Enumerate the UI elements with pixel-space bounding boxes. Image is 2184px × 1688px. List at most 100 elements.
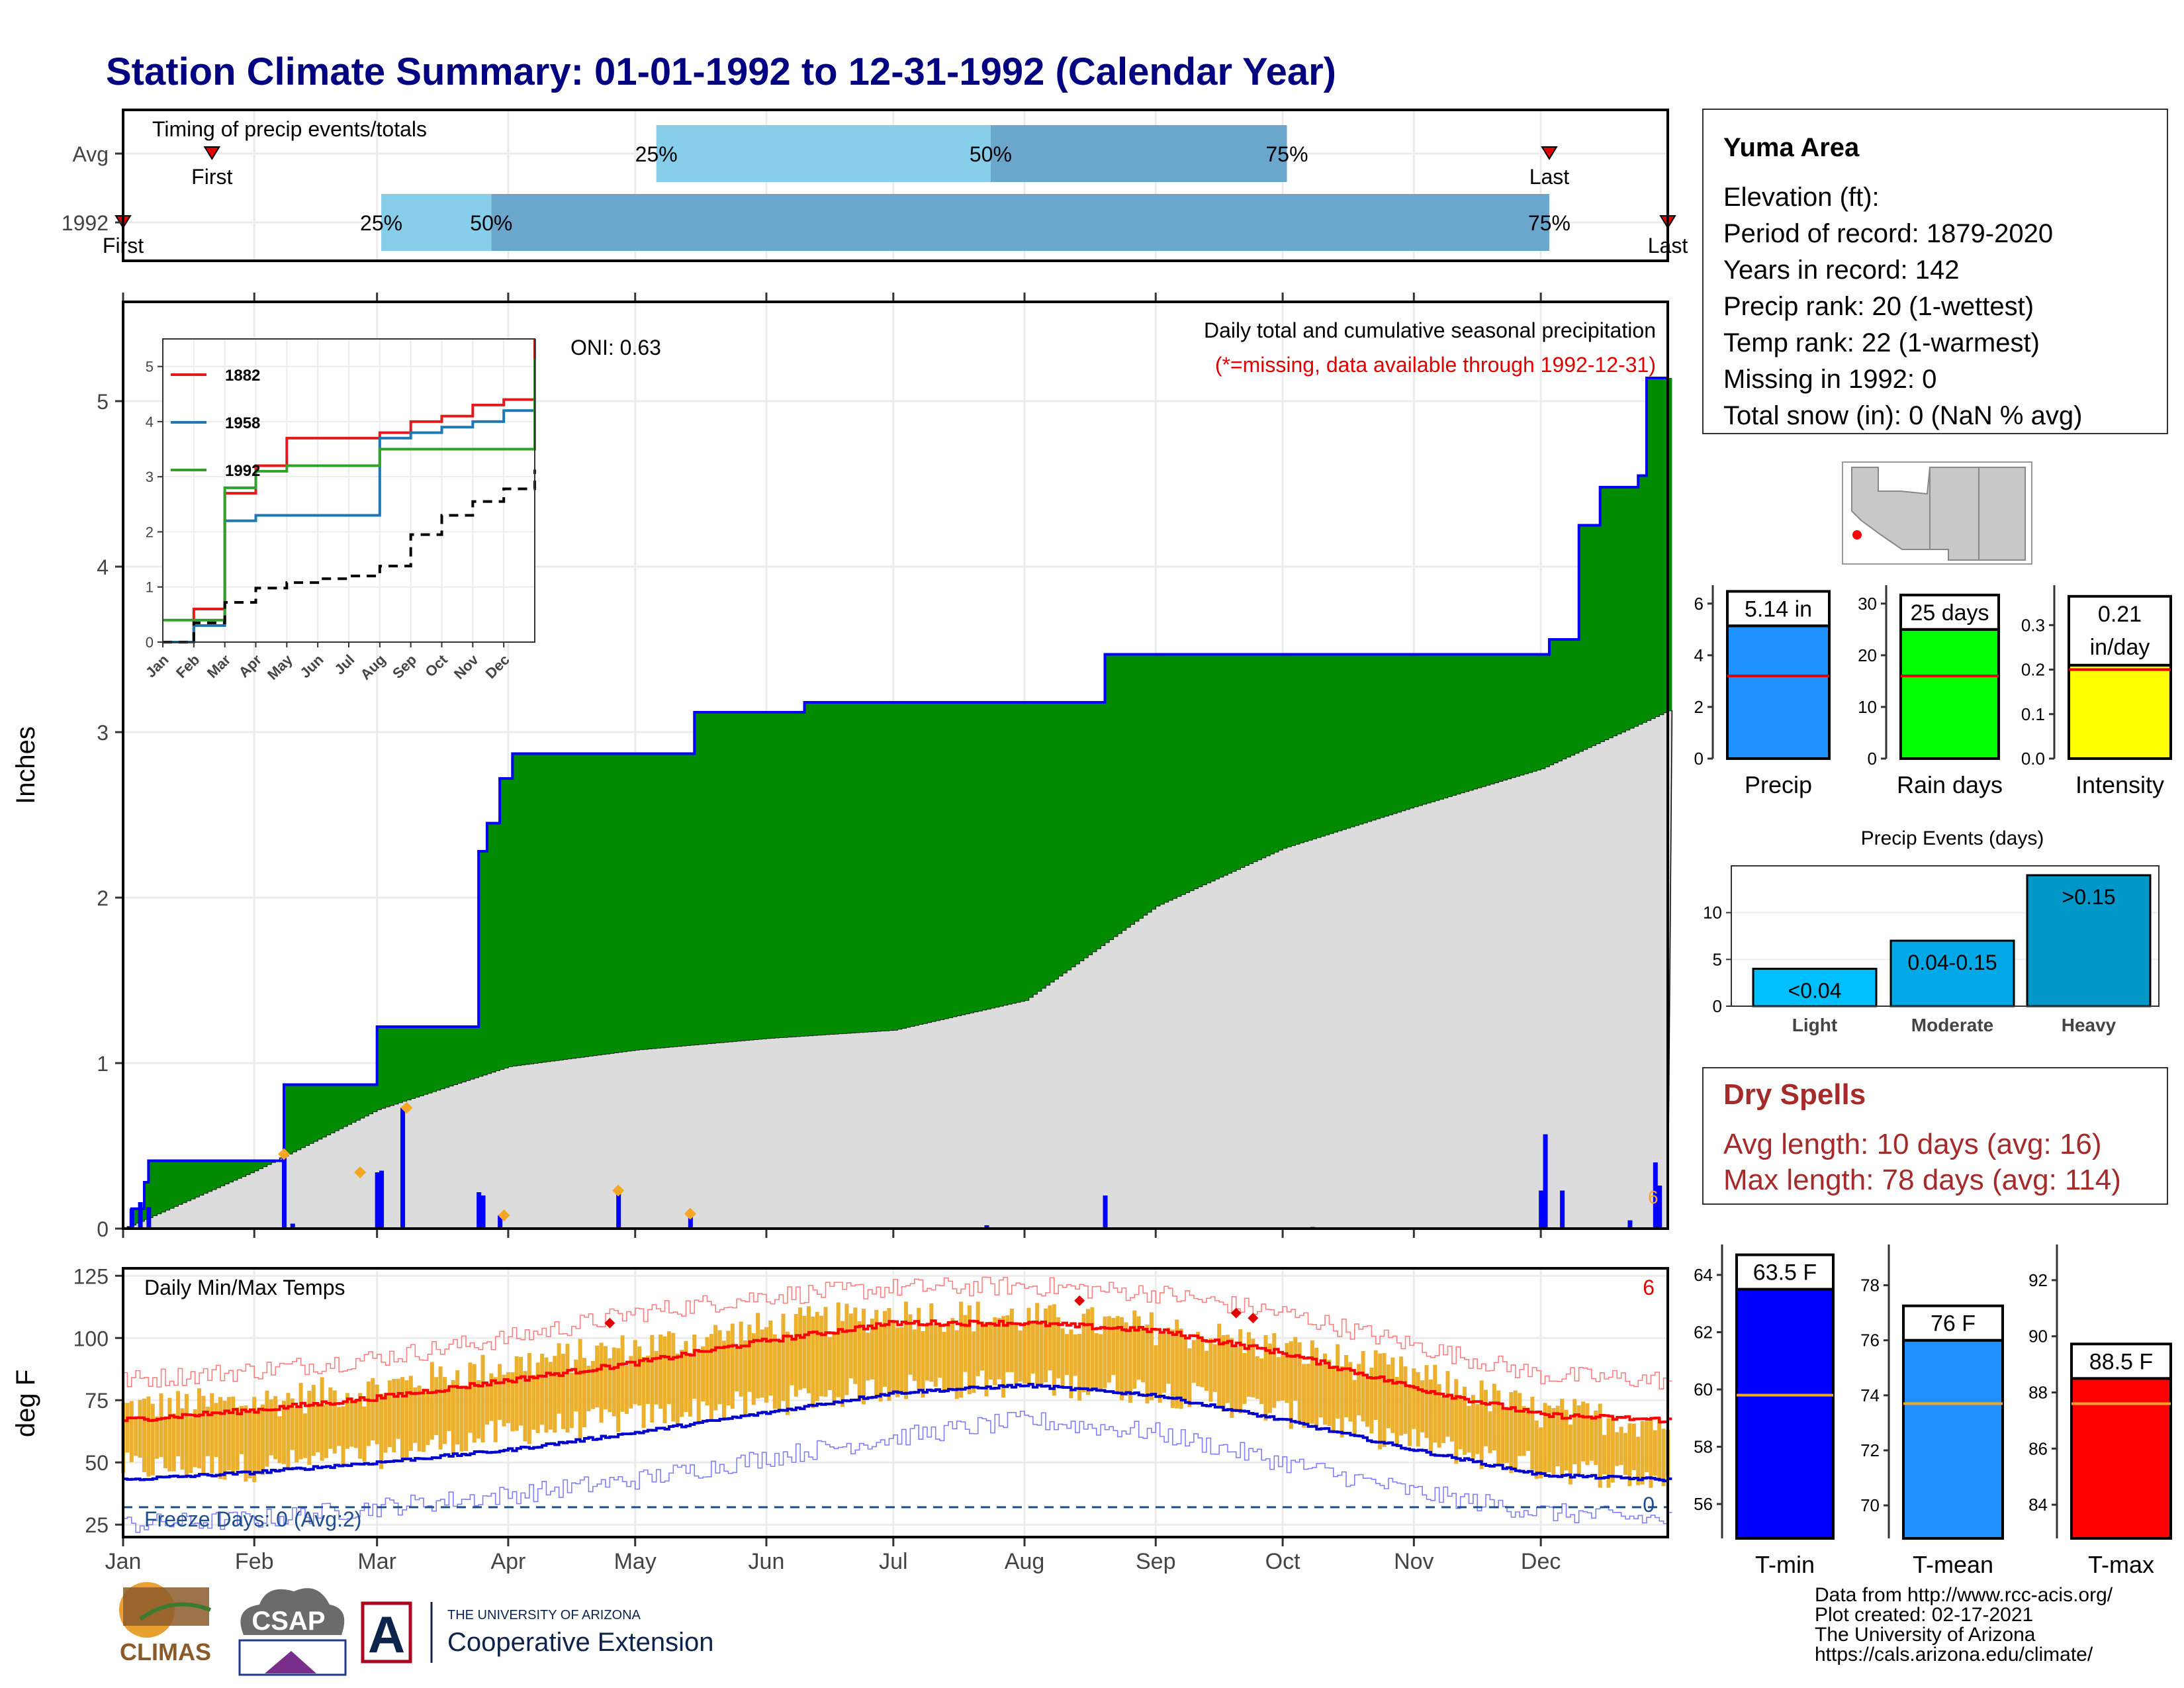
timing-row-label-avg: Avg bbox=[72, 142, 109, 166]
intensity-axis-label: Intensity bbox=[2075, 771, 2164, 798]
precip-total-value-box bbox=[1726, 590, 1831, 628]
precip-total-tick-label: 0 bbox=[1694, 749, 1704, 769]
tmean-axis-label: T-mean bbox=[1913, 1551, 1993, 1578]
inset-series-average bbox=[163, 469, 536, 643]
intensity-tick-label: 0.2 bbox=[2021, 660, 2045, 680]
timing-label-first: First bbox=[191, 165, 232, 189]
precip-surplus-area bbox=[131, 378, 1672, 1225]
tmax-tick-label: 88 bbox=[2028, 1383, 2048, 1403]
inset-legend-label: 1882 bbox=[225, 367, 260, 385]
precip-record-marker bbox=[684, 1207, 696, 1220]
csap-logo-text: CSAP bbox=[251, 1607, 325, 1636]
precip-daily-bar bbox=[1539, 1190, 1544, 1229]
tmean-bar bbox=[1902, 1338, 2004, 1540]
tmean-tick-label: 70 bbox=[1860, 1495, 1880, 1515]
temp-y-axis-label: deg F bbox=[11, 1370, 40, 1437]
precip-daily-bar bbox=[688, 1213, 693, 1229]
month-tick-label: Nov bbox=[1394, 1549, 1433, 1574]
tmax-tick-label: 86 bbox=[2028, 1438, 2048, 1458]
tmean-tick-label: 72 bbox=[1860, 1440, 1880, 1460]
month-tick-label: Feb bbox=[235, 1549, 274, 1574]
ua-logo-big-text: Cooperative Extension bbox=[447, 1628, 713, 1657]
events-bar-moderate bbox=[1889, 939, 2015, 1008]
summary-bar-charts: 5.14 in 0 2 4 6 Precip 25 days 0 10 20 30 Rain days… bbox=[1694, 585, 2172, 1578]
temp-record-marker bbox=[604, 1317, 615, 1329]
ua-logo-small-text: THE UNIVERSITY OF ARIZONA bbox=[447, 1608, 641, 1622]
tmin-bar bbox=[1735, 1288, 1835, 1540]
freeze-count: 0 bbox=[1643, 1493, 1655, 1517]
timing-bar-50-75 bbox=[491, 194, 1549, 251]
temp-record-marker bbox=[1074, 1295, 1085, 1306]
precip-record-marker bbox=[354, 1166, 367, 1178]
inset-y-tick-label: 5 bbox=[146, 359, 154, 375]
precip-daily-bar bbox=[138, 1202, 143, 1229]
precip-daily-bar bbox=[477, 1192, 482, 1229]
inset-y-tick-label: 4 bbox=[146, 414, 154, 430]
precip-panel-title: Daily total and cumulative seasonal prec… bbox=[1204, 318, 1656, 342]
events-y-tick-label: 5 bbox=[1713, 949, 1722, 969]
events-category-label: Heavy bbox=[2062, 1015, 2116, 1035]
precip-daily-bar bbox=[1627, 1220, 1633, 1229]
month-tick-label: Jan bbox=[105, 1549, 142, 1574]
precip-total-value-label: 5.14 in bbox=[1745, 596, 1812, 622]
station-missing: Missing in 1992: 0 bbox=[1723, 365, 1937, 394]
tmax-value-box bbox=[2070, 1342, 2172, 1380]
footer-line-university: The University of Arizona bbox=[1815, 1624, 2036, 1646]
precip-daily-bar bbox=[498, 1215, 503, 1229]
precip-events-chart: Precip Events (days) <0.04 Light 0.04-0.15 M… bbox=[1703, 827, 2160, 1035]
precip-daily-bar bbox=[1103, 1196, 1108, 1229]
temp-frame bbox=[122, 1267, 1669, 1538]
csap-logo-mountain bbox=[265, 1651, 316, 1673]
tmean-tick-label: 78 bbox=[1860, 1276, 1880, 1295]
inset-y-tick-label: 0 bbox=[146, 634, 154, 651]
inset-series-1992 bbox=[163, 358, 536, 622]
intensity-tick-label: 0.0 bbox=[2021, 749, 2045, 769]
temp-record-marker bbox=[1248, 1313, 1259, 1324]
events-category-label: Light bbox=[1792, 1015, 1837, 1035]
events-frame bbox=[1731, 865, 2160, 1007]
temp-record-marker bbox=[1230, 1307, 1242, 1319]
precip-record-marker bbox=[277, 1148, 290, 1160]
station-info-box: Yuma Area Elevation (ft): Period of reco… bbox=[1702, 109, 2168, 434]
tmin-tick-label: 56 bbox=[1694, 1494, 1713, 1514]
tmean-value-label: 76 F bbox=[1931, 1311, 1976, 1336]
precip-daily-bar bbox=[616, 1190, 621, 1229]
precip-daily-bar bbox=[400, 1107, 406, 1229]
timing-label-last: Last bbox=[1529, 165, 1570, 189]
precip-marker-count: 6 bbox=[1648, 1187, 1659, 1207]
tmax-tick-label: 90 bbox=[2028, 1327, 2048, 1346]
temp-y-tick-label: 25 bbox=[85, 1513, 109, 1537]
events-bar-label: <0.04 bbox=[1788, 978, 1842, 1002]
precip-y-tick-label: 2 bbox=[97, 886, 109, 910]
timing-label-25: 25% bbox=[635, 142, 678, 166]
month-tick-label: May bbox=[614, 1549, 657, 1574]
tmax-value-label: 88.5 F bbox=[2089, 1349, 2153, 1374]
timing-label-75: 75% bbox=[1528, 211, 1570, 235]
tmin-tick-label: 60 bbox=[1694, 1380, 1713, 1399]
inset-legend-label: 1958 bbox=[225, 414, 260, 432]
precip-y-tick-label: 0 bbox=[97, 1217, 109, 1241]
timing-marker-last bbox=[1541, 146, 1558, 160]
timing-marker-first bbox=[203, 146, 221, 160]
events-bar-label: 0.04-0.15 bbox=[1907, 951, 1997, 974]
events-y-tick-label: 10 bbox=[1703, 903, 1722, 923]
tmin-tick-label: 58 bbox=[1694, 1437, 1713, 1457]
rain-days-tick-label: 20 bbox=[1858, 645, 1877, 665]
temp-avg-max-line bbox=[123, 1319, 1672, 1424]
footer-credits: Data from http://www.rcc-acis.org/ Plot … bbox=[1815, 1585, 2113, 1665]
inset-legend-label: 1992 bbox=[225, 462, 260, 480]
temp-y-tick-label: 50 bbox=[85, 1451, 109, 1475]
precip-daily-bar bbox=[1657, 1186, 1662, 1229]
temp-y-tick-label: 125 bbox=[73, 1264, 109, 1288]
precip-total-tick-label: 2 bbox=[1694, 697, 1704, 717]
locator-map-states bbox=[1851, 467, 2026, 561]
precip-daily-bar bbox=[1560, 1190, 1565, 1229]
precip-total-bar bbox=[1726, 624, 1831, 761]
events-title: Precip Events (days) bbox=[1861, 827, 2044, 849]
temperature-panel: Freeze Days: 0 (Avg:2) 0 6 Daily Min/Max Te… bbox=[11, 1264, 1672, 1574]
rain-days-tick-label: 0 bbox=[1868, 749, 1877, 769]
rain-days-tick-label: 10 bbox=[1858, 697, 1877, 717]
rain-days-bar bbox=[1899, 628, 2000, 760]
